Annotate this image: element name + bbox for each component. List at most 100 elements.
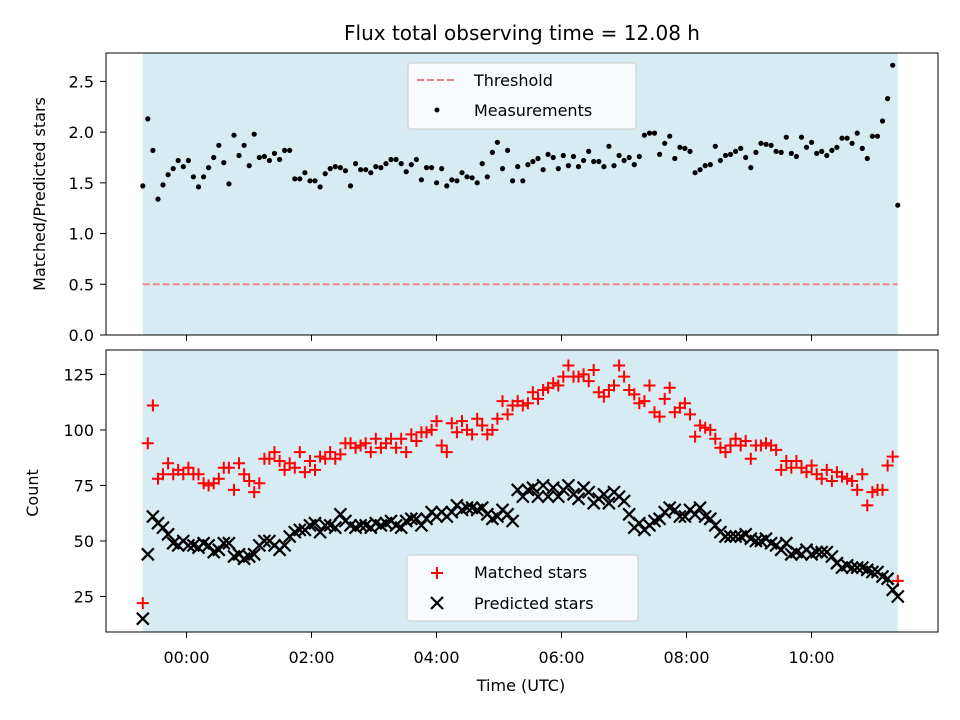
- bottom-y-tick-label: 125: [63, 365, 94, 384]
- measurement-point: [166, 172, 171, 177]
- measurement-point: [860, 146, 865, 151]
- measurement-point: [272, 151, 277, 156]
- measurement-point: [708, 162, 713, 167]
- measurement-point: [247, 163, 252, 168]
- bottom-y-tick-label: 25: [74, 587, 94, 606]
- measurement-point: [475, 180, 480, 185]
- measurement-point: [845, 136, 850, 141]
- measurement-point: [424, 165, 429, 170]
- measurement-point: [642, 133, 647, 138]
- measurements-legend-swatch: [435, 108, 440, 113]
- threshold-legend-label: Threshold: [473, 71, 553, 90]
- measurement-point: [687, 149, 692, 154]
- measurement-point: [672, 156, 677, 161]
- measurement-point: [541, 167, 546, 172]
- measurement-point: [257, 155, 262, 160]
- measurement-point: [718, 158, 723, 163]
- measurement-point: [601, 164, 606, 169]
- measurement-point: [769, 143, 774, 148]
- measurement-point: [262, 154, 267, 159]
- x-tick-label: 08:00: [663, 648, 709, 667]
- measurement-point: [252, 132, 257, 137]
- measurement-point: [196, 184, 201, 189]
- measurement-point: [145, 116, 150, 121]
- top-y-tick-label: 0.5: [69, 275, 94, 294]
- measurement-point: [464, 174, 469, 179]
- measurement-point: [546, 152, 551, 157]
- measurement-point: [520, 178, 525, 183]
- top-y-tick-label: 2.5: [69, 72, 94, 91]
- measurement-point: [176, 158, 181, 163]
- measurement-point: [480, 161, 485, 166]
- measurement-point: [449, 177, 454, 182]
- measurement-point: [434, 180, 439, 185]
- measurement-point: [216, 143, 221, 148]
- measurement-point: [667, 134, 672, 139]
- measurement-point: [500, 166, 505, 171]
- measurement-point: [302, 170, 307, 175]
- measurement-point: [561, 153, 566, 158]
- measurement-point: [312, 178, 317, 183]
- measurement-point: [459, 170, 464, 175]
- x-tick-label: 04:00: [413, 648, 459, 667]
- top-y-tick-label: 1.0: [69, 225, 94, 244]
- measurement-point: [155, 197, 160, 202]
- measurement-point: [576, 164, 581, 169]
- measurement-point: [839, 136, 844, 141]
- x-tick-label: 06:00: [538, 648, 584, 667]
- measurement-point: [221, 160, 226, 165]
- measurement-point: [693, 170, 698, 175]
- top-y-ticks: 0.00.51.01.52.02.5: [69, 72, 106, 345]
- measurement-point: [758, 141, 763, 146]
- measurement-point: [819, 149, 824, 154]
- bottom-y-ticks: 25 50 75 100 125: [63, 365, 106, 606]
- measurement-point: [140, 183, 145, 188]
- measurement-point: [282, 148, 287, 153]
- measurement-point: [743, 155, 748, 160]
- measurements-legend-label: Measurements: [474, 101, 592, 120]
- bottom-y-tick-label: 75: [74, 476, 94, 495]
- measurement-point: [404, 169, 409, 174]
- measurement-point: [611, 163, 616, 168]
- top-y-tick-label: 0.0: [69, 326, 94, 345]
- measurement-point: [363, 167, 368, 172]
- measurement-point: [789, 151, 794, 156]
- measurement-point: [850, 141, 855, 146]
- measurement-point: [297, 176, 302, 181]
- measurement-point: [865, 156, 870, 161]
- measurement-point: [855, 131, 860, 136]
- chart-title: Flux total observing time = 12.08 h: [344, 21, 700, 45]
- bottom-y-tick-label: 100: [63, 421, 94, 440]
- bottom-legend: Matched stars Predicted stars: [407, 555, 638, 621]
- measurement-point: [591, 159, 596, 164]
- measurement-point: [191, 174, 196, 179]
- measurement-point: [429, 165, 434, 170]
- bottom-y-axis-label: Count: [23, 469, 42, 517]
- measurement-point: [348, 183, 353, 188]
- measurement-point: [829, 148, 834, 153]
- measurement-point: [784, 135, 789, 140]
- top-y-tick-label: 1.5: [69, 174, 94, 193]
- measurement-point: [171, 166, 176, 171]
- measurement-point: [824, 153, 829, 158]
- measurement-point: [753, 150, 758, 155]
- measurement-point: [505, 148, 510, 153]
- x-tick-label: 10:00: [788, 648, 834, 667]
- top-y-axis-label: Matched/Predicted stars: [30, 97, 49, 291]
- measurement-point: [287, 148, 292, 153]
- bottom-x-ticks: 00:00 02:00 04:00 06:00 08:00 10:00: [163, 632, 834, 667]
- measurement-point: [622, 158, 627, 163]
- x-tick-label: 02:00: [288, 648, 334, 667]
- measurement-point: [373, 164, 378, 169]
- measurement-point: [698, 167, 703, 172]
- measurement-point: [566, 163, 571, 168]
- measurement-point: [794, 154, 799, 159]
- measurement-point: [318, 184, 323, 189]
- measurement-point: [267, 158, 272, 163]
- measurement-point: [485, 174, 490, 179]
- measurement-point: [814, 151, 819, 156]
- measurement-point: [399, 161, 404, 166]
- measurement-point: [333, 164, 338, 169]
- measurement-point: [338, 165, 343, 170]
- measurement-point: [763, 142, 768, 147]
